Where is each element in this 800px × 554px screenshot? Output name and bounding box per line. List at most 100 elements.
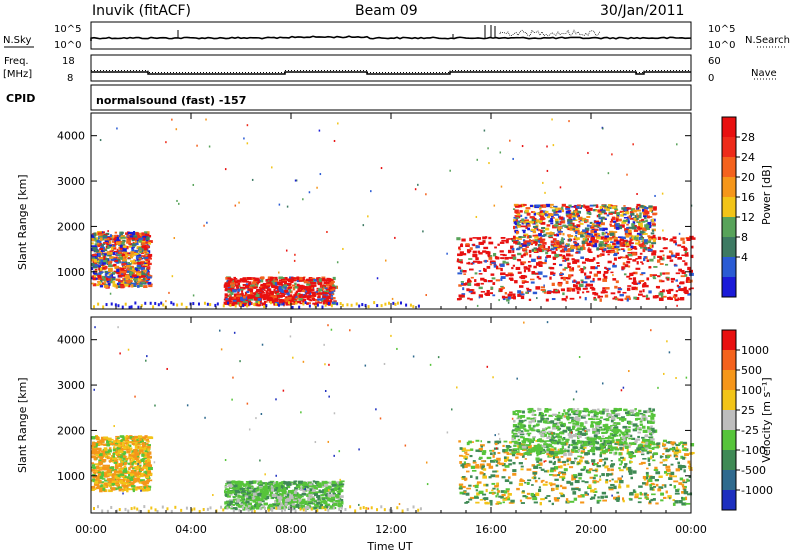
data-cell bbox=[280, 485, 284, 489]
data-cell bbox=[574, 241, 577, 244]
data-cell bbox=[663, 470, 668, 474]
data-cell bbox=[91, 258, 94, 262]
data-cell bbox=[261, 494, 266, 498]
data-cell bbox=[103, 280, 107, 284]
data-cell bbox=[292, 507, 296, 510]
data-cell bbox=[130, 475, 135, 479]
data-cell bbox=[308, 493, 313, 497]
data-cell bbox=[569, 482, 574, 486]
data-cell bbox=[131, 271, 135, 275]
data-cell bbox=[555, 240, 560, 243]
data-cell bbox=[600, 291, 605, 294]
data-cell bbox=[96, 485, 101, 489]
data-cell bbox=[461, 463, 467, 467]
data-cell bbox=[647, 247, 651, 250]
data-cell bbox=[576, 291, 580, 294]
data-cell bbox=[523, 225, 527, 228]
data-cell bbox=[506, 238, 509, 242]
data-cell bbox=[95, 475, 100, 479]
data-cell bbox=[519, 244, 524, 247]
data-cell bbox=[126, 237, 131, 241]
data-cell bbox=[116, 285, 122, 289]
data-cell bbox=[628, 243, 632, 246]
data-cell bbox=[224, 486, 228, 488]
data-cell bbox=[549, 232, 554, 235]
data-cell bbox=[576, 250, 581, 254]
data-cell bbox=[684, 252, 689, 255]
ground-cell bbox=[130, 305, 133, 309]
data-cell bbox=[615, 218, 619, 222]
data-cell bbox=[609, 224, 615, 227]
data-cell bbox=[644, 224, 649, 228]
data-cell bbox=[331, 286, 334, 290]
data-cell bbox=[312, 298, 316, 301]
data-cell bbox=[330, 289, 334, 292]
data-cell bbox=[121, 436, 125, 439]
data-cell bbox=[639, 243, 644, 247]
data-cell bbox=[144, 251, 147, 254]
data-cell bbox=[117, 463, 121, 466]
data-cell bbox=[142, 245, 147, 249]
speckle-cell bbox=[543, 284, 545, 287]
data-cell bbox=[632, 277, 637, 281]
data-cell bbox=[568, 238, 571, 242]
data-cell bbox=[140, 278, 144, 282]
data-cell bbox=[478, 294, 484, 298]
data-cell bbox=[267, 506, 271, 510]
data-cell bbox=[104, 257, 109, 262]
data-cell bbox=[284, 276, 288, 279]
data-cell bbox=[142, 452, 146, 455]
data-cell bbox=[109, 438, 114, 441]
data-cell bbox=[143, 488, 147, 491]
data-cell bbox=[120, 284, 125, 289]
data-cell bbox=[140, 234, 144, 239]
data-cell bbox=[314, 507, 318, 509]
data-cell bbox=[569, 268, 574, 272]
data-cell bbox=[147, 472, 153, 476]
data-cell bbox=[112, 455, 116, 459]
data-cell bbox=[115, 435, 120, 438]
data-cell bbox=[258, 502, 262, 505]
data-cell bbox=[624, 463, 628, 466]
data-cell bbox=[240, 299, 245, 302]
data-cell bbox=[311, 291, 314, 294]
data-cell bbox=[301, 498, 306, 502]
data-cell bbox=[131, 442, 135, 445]
speckle-cell bbox=[362, 224, 365, 227]
speckle-cell bbox=[461, 269, 463, 272]
data-cell bbox=[532, 497, 538, 501]
data-cell bbox=[506, 497, 511, 501]
data-cell bbox=[552, 258, 556, 260]
data-cell bbox=[598, 295, 604, 298]
data-cell bbox=[242, 284, 246, 286]
data-cell bbox=[307, 302, 311, 305]
data-cell bbox=[275, 486, 280, 489]
data-cell bbox=[601, 232, 605, 236]
data-cell bbox=[147, 253, 153, 257]
data-cell bbox=[93, 237, 97, 240]
data-cell bbox=[674, 255, 677, 259]
data-cell bbox=[683, 248, 686, 251]
data-cell bbox=[642, 227, 646, 230]
data-cell bbox=[666, 255, 672, 259]
data-cell bbox=[126, 245, 129, 250]
speckle-cell bbox=[278, 271, 280, 274]
data-cell bbox=[326, 496, 330, 499]
data-cell bbox=[129, 463, 134, 466]
data-cell bbox=[632, 209, 637, 213]
speckle-cell bbox=[587, 151, 589, 154]
data-cell bbox=[626, 275, 631, 278]
data-cell bbox=[568, 254, 574, 257]
data-cell bbox=[270, 299, 274, 303]
data-cell bbox=[596, 270, 602, 274]
data-cell bbox=[113, 239, 117, 243]
ground-cell bbox=[110, 302, 113, 306]
data-cell bbox=[562, 224, 567, 227]
data-cell bbox=[489, 263, 493, 266]
data-cell bbox=[247, 295, 252, 299]
data-cell bbox=[128, 456, 133, 460]
data-cell bbox=[260, 276, 265, 279]
data-cell bbox=[517, 224, 521, 228]
data-cell bbox=[98, 459, 102, 463]
data-cell bbox=[612, 242, 616, 246]
